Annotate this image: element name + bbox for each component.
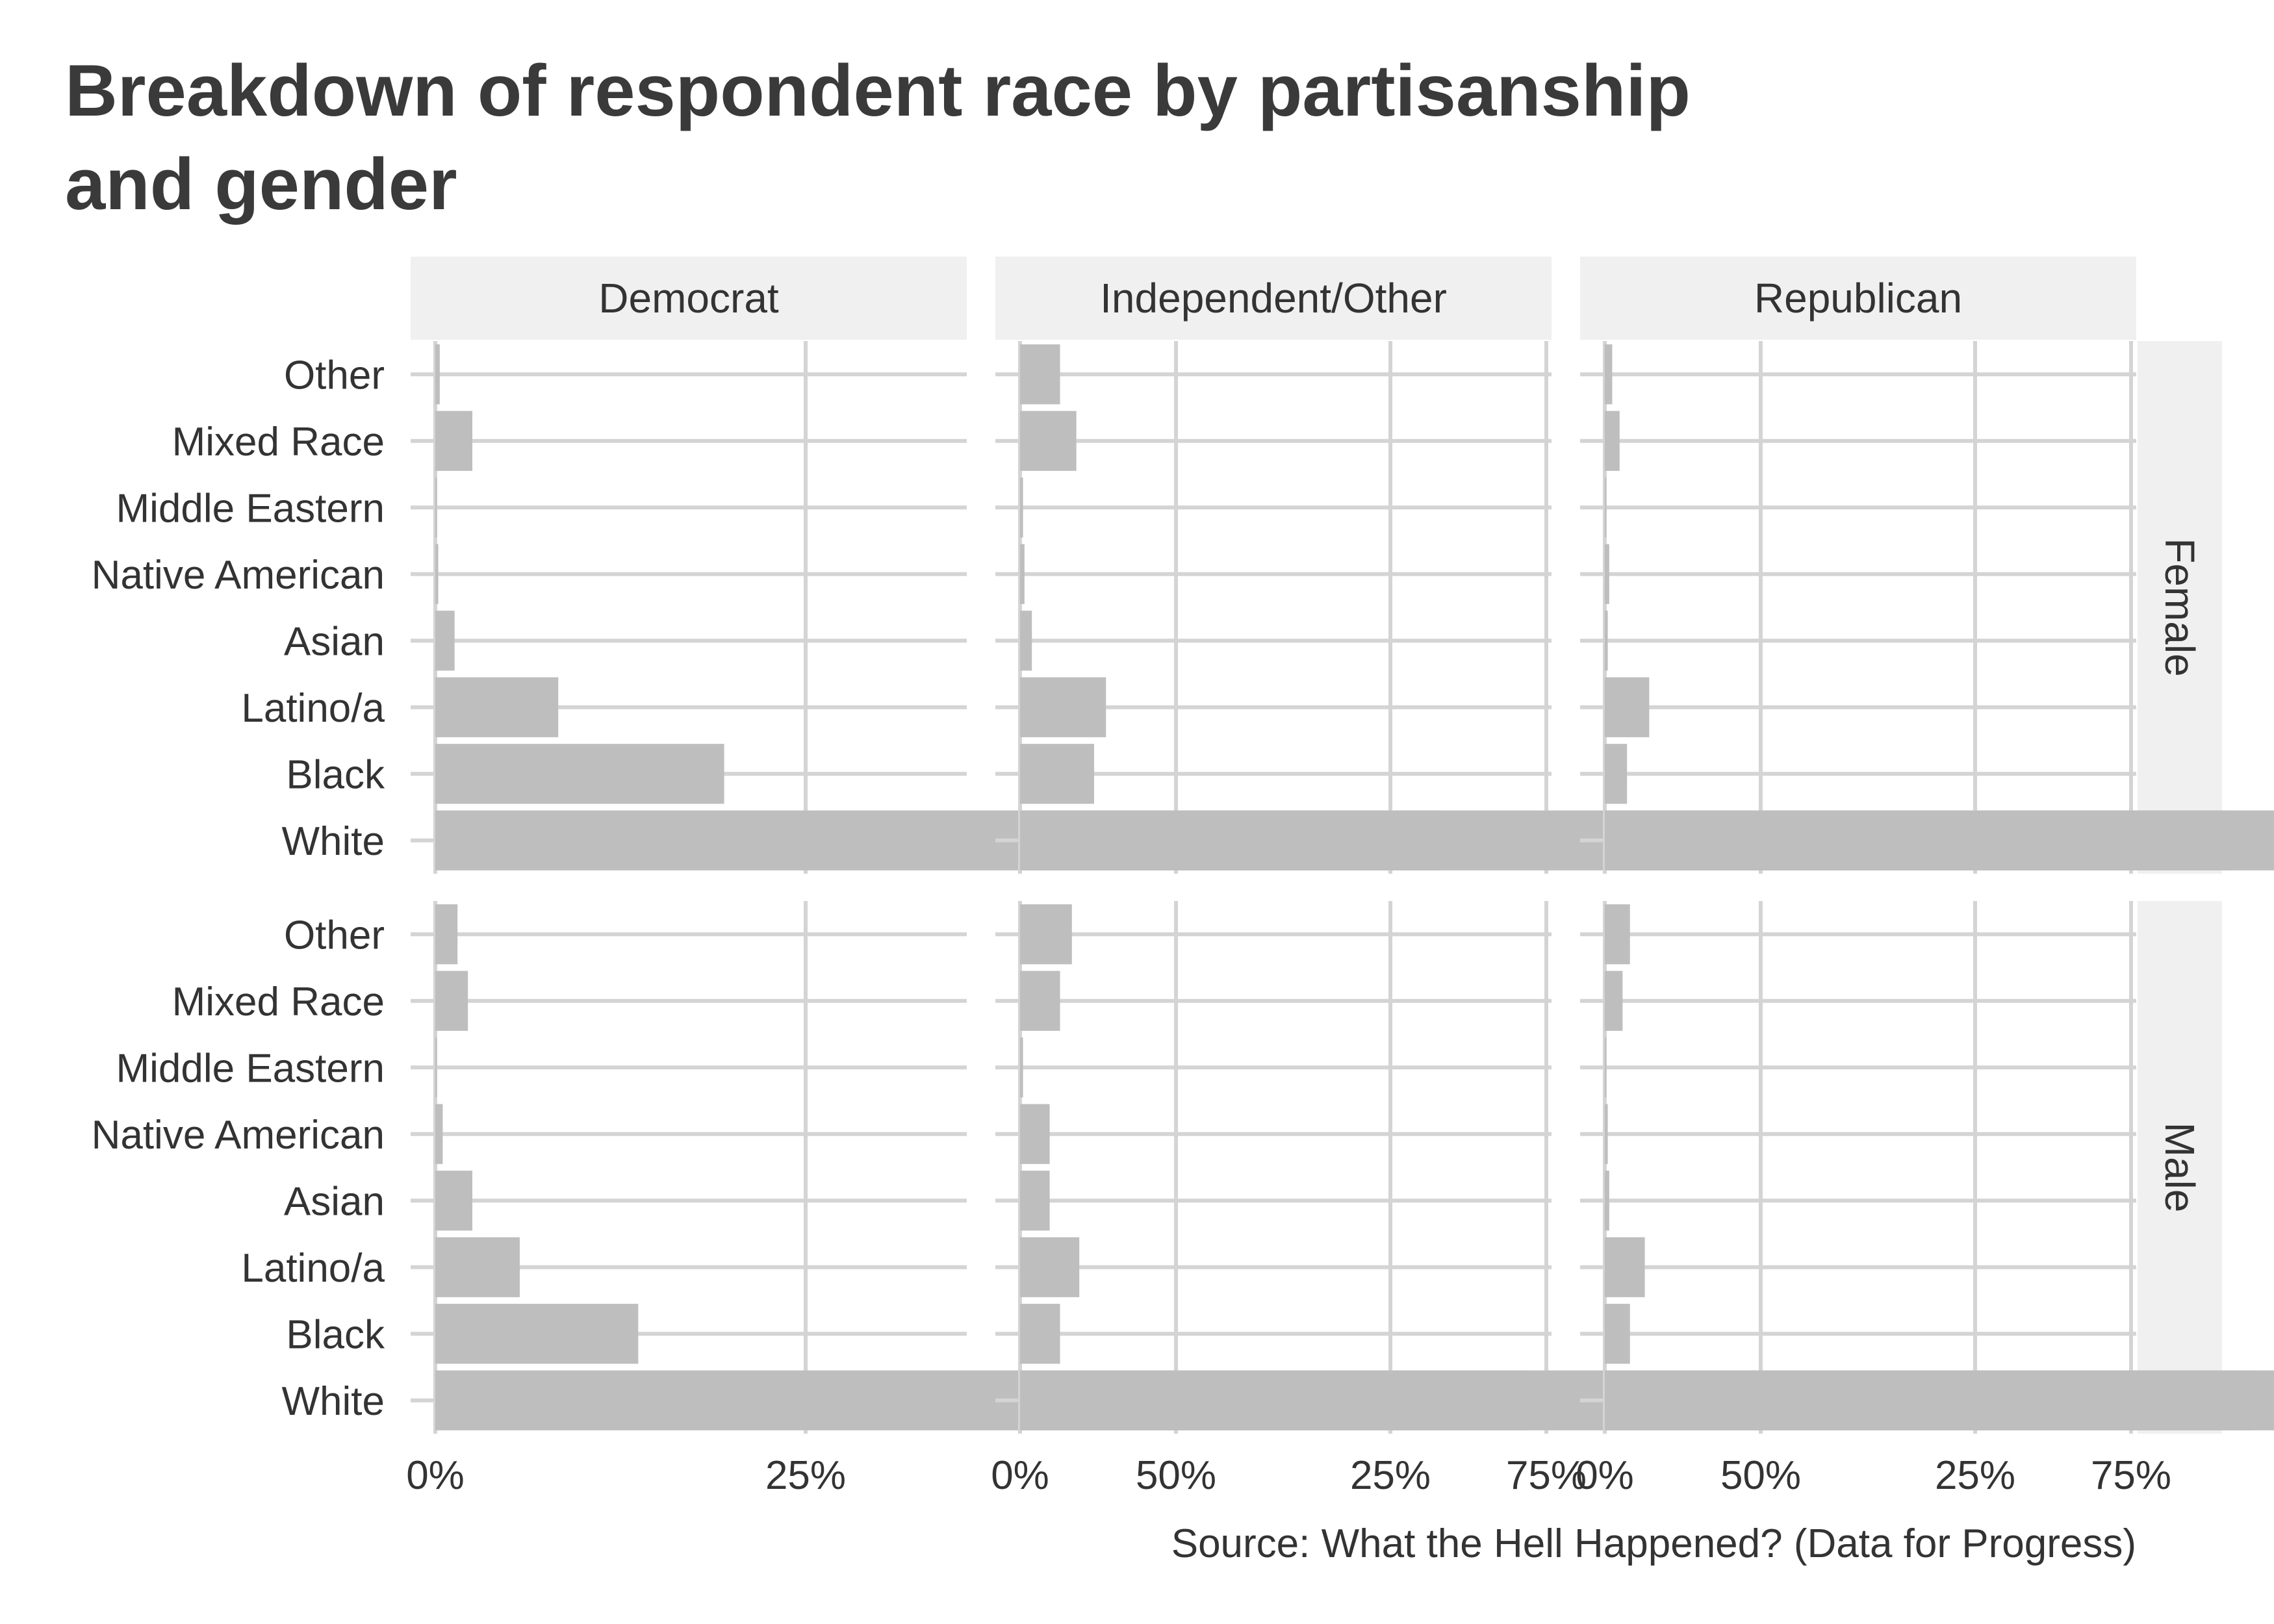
- bar-mixed-race: [435, 971, 468, 1031]
- bar-asian: [1605, 1171, 1609, 1231]
- bar-black: [435, 1304, 639, 1364]
- column-strip-label: Democrat: [598, 275, 779, 322]
- category-label-middle-eastern: Middle Eastern: [116, 486, 385, 531]
- bar-latino-a: [1605, 677, 1650, 737]
- chart-title: Breakdown of respondent race by partisan…: [65, 50, 1691, 225]
- bar-asian: [1020, 1171, 1050, 1231]
- category-label-white: White: [282, 819, 385, 864]
- chart-title-line-1: Breakdown of respondent race by partisan…: [65, 50, 1691, 131]
- bar-latino-a: [1020, 677, 1106, 737]
- panel-male-republican: [1580, 901, 2274, 1434]
- category-label-black: Black: [286, 1312, 385, 1357]
- bar-mixed-race: [1605, 411, 1620, 471]
- bar-middle-eastern: [1605, 477, 1607, 538]
- category-label-native-american: Native American: [92, 553, 385, 598]
- bar-other: [1605, 344, 1613, 405]
- bar-native-american: [1605, 1104, 1608, 1164]
- bar-asian: [435, 611, 455, 671]
- bar-mixed-race: [435, 411, 472, 471]
- row-strip-label: Male: [2156, 1123, 2203, 1213]
- row-strip-label: Female: [2156, 538, 2203, 676]
- x-tick-label: 25%: [1350, 1453, 1431, 1498]
- column-strip-bg: [1580, 257, 2136, 340]
- bar-native-american: [435, 544, 439, 604]
- bar-latino-a: [435, 1237, 520, 1297]
- row-strip-female: Female: [2138, 341, 2222, 874]
- category-label-latino-a: Latino/a: [241, 686, 385, 731]
- category-labels: Other Mixed Race Middle Eastern Native Amer…: [92, 353, 385, 1424]
- column-strip-republican: Republican: [1580, 257, 2136, 340]
- bar-black: [435, 744, 724, 804]
- category-label-mixed-race: Mixed Race: [172, 980, 385, 1024]
- bar-asian: [1605, 611, 1608, 671]
- bar-native-american: [1020, 1104, 1050, 1164]
- bar-black: [1020, 1304, 1060, 1364]
- bar-latino-a: [1020, 1237, 1080, 1297]
- x-tick-label: 25%: [1935, 1453, 2015, 1498]
- category-label-asian: Asian: [284, 619, 385, 664]
- category-label-asian: Asian: [284, 1179, 385, 1224]
- bar-other: [1605, 904, 1630, 965]
- column-strip-democrat: Democrat: [411, 257, 967, 340]
- bar-asian: [435, 1171, 472, 1231]
- x-tick-label: 75%: [2091, 1453, 2171, 1498]
- column-strip-independent-other: Independent/Other: [995, 257, 1552, 340]
- bar-other: [435, 904, 458, 965]
- bar-middle-eastern: [435, 477, 437, 538]
- row-strip-male: Male: [2138, 901, 2222, 1434]
- bar-middle-eastern: [1020, 1037, 1023, 1098]
- category-label-black: Black: [286, 752, 385, 797]
- bar-other: [1020, 344, 1060, 405]
- column-strip-bg: [411, 257, 967, 340]
- x-tick-labels: 0%25%50%75%0%25%50%75%0%25%50%75%: [406, 1453, 2171, 1498]
- bar-middle-eastern: [1020, 477, 1023, 538]
- row-strip-bg: [2138, 901, 2222, 1434]
- chart-caption: Source: What the Hell Happened? (Data fo…: [1171, 1521, 2136, 1566]
- bar-native-american: [1020, 544, 1025, 604]
- panel-female-democrat: [411, 341, 1548, 874]
- bar-other: [435, 344, 440, 405]
- bar-other: [1020, 904, 1072, 965]
- column-strip-label: Republican: [1754, 275, 1962, 322]
- panel-male-democrat: [411, 901, 1548, 1434]
- bar-middle-eastern: [1605, 1037, 1607, 1098]
- category-label-other: Other: [284, 913, 385, 958]
- category-label-middle-eastern: Middle Eastern: [116, 1046, 385, 1091]
- bar-native-american: [435, 1104, 443, 1164]
- bar-native-american: [1605, 544, 1609, 604]
- x-tick-label: 50%: [1720, 1453, 1801, 1498]
- bar-black: [1605, 744, 1628, 804]
- category-label-latino-a: Latino/a: [241, 1246, 385, 1291]
- bar-mixed-race: [1020, 971, 1060, 1031]
- bar-latino-a: [1605, 1237, 1645, 1297]
- bar-mixed-race: [1020, 411, 1077, 471]
- facet-strips: Democrat Independent/Other Republican Femal…: [411, 257, 2222, 1434]
- facet-panels: [411, 341, 2274, 1434]
- bar-mixed-race: [1605, 971, 1623, 1031]
- x-tick-label: 0%: [406, 1453, 465, 1498]
- bar-middle-eastern: [435, 1037, 437, 1098]
- x-tick-label: 25%: [765, 1453, 846, 1498]
- column-strip-bg: [995, 257, 1552, 340]
- bar-white: [1605, 810, 2274, 870]
- bar-black: [1020, 744, 1094, 804]
- bar-white: [1605, 1370, 2274, 1430]
- chart-title-line-2: and gender: [65, 144, 457, 225]
- x-tick-label: 50%: [1136, 1453, 1216, 1498]
- panel-female-republican: [1580, 341, 2274, 874]
- category-label-mixed-race: Mixed Race: [172, 420, 385, 464]
- category-label-white: White: [282, 1379, 385, 1424]
- row-strip-bg: [2138, 341, 2222, 874]
- bar-latino-a: [435, 677, 559, 737]
- category-label-other: Other: [284, 353, 385, 398]
- bar-asian: [1020, 611, 1032, 671]
- x-tick-label: 75%: [1506, 1453, 1587, 1498]
- column-strip-label: Independent/Other: [1100, 275, 1447, 322]
- category-label-native-american: Native American: [92, 1113, 385, 1158]
- bar-black: [1605, 1304, 1630, 1364]
- x-tick-label: 0%: [1576, 1453, 1634, 1498]
- x-tick-label: 0%: [991, 1453, 1049, 1498]
